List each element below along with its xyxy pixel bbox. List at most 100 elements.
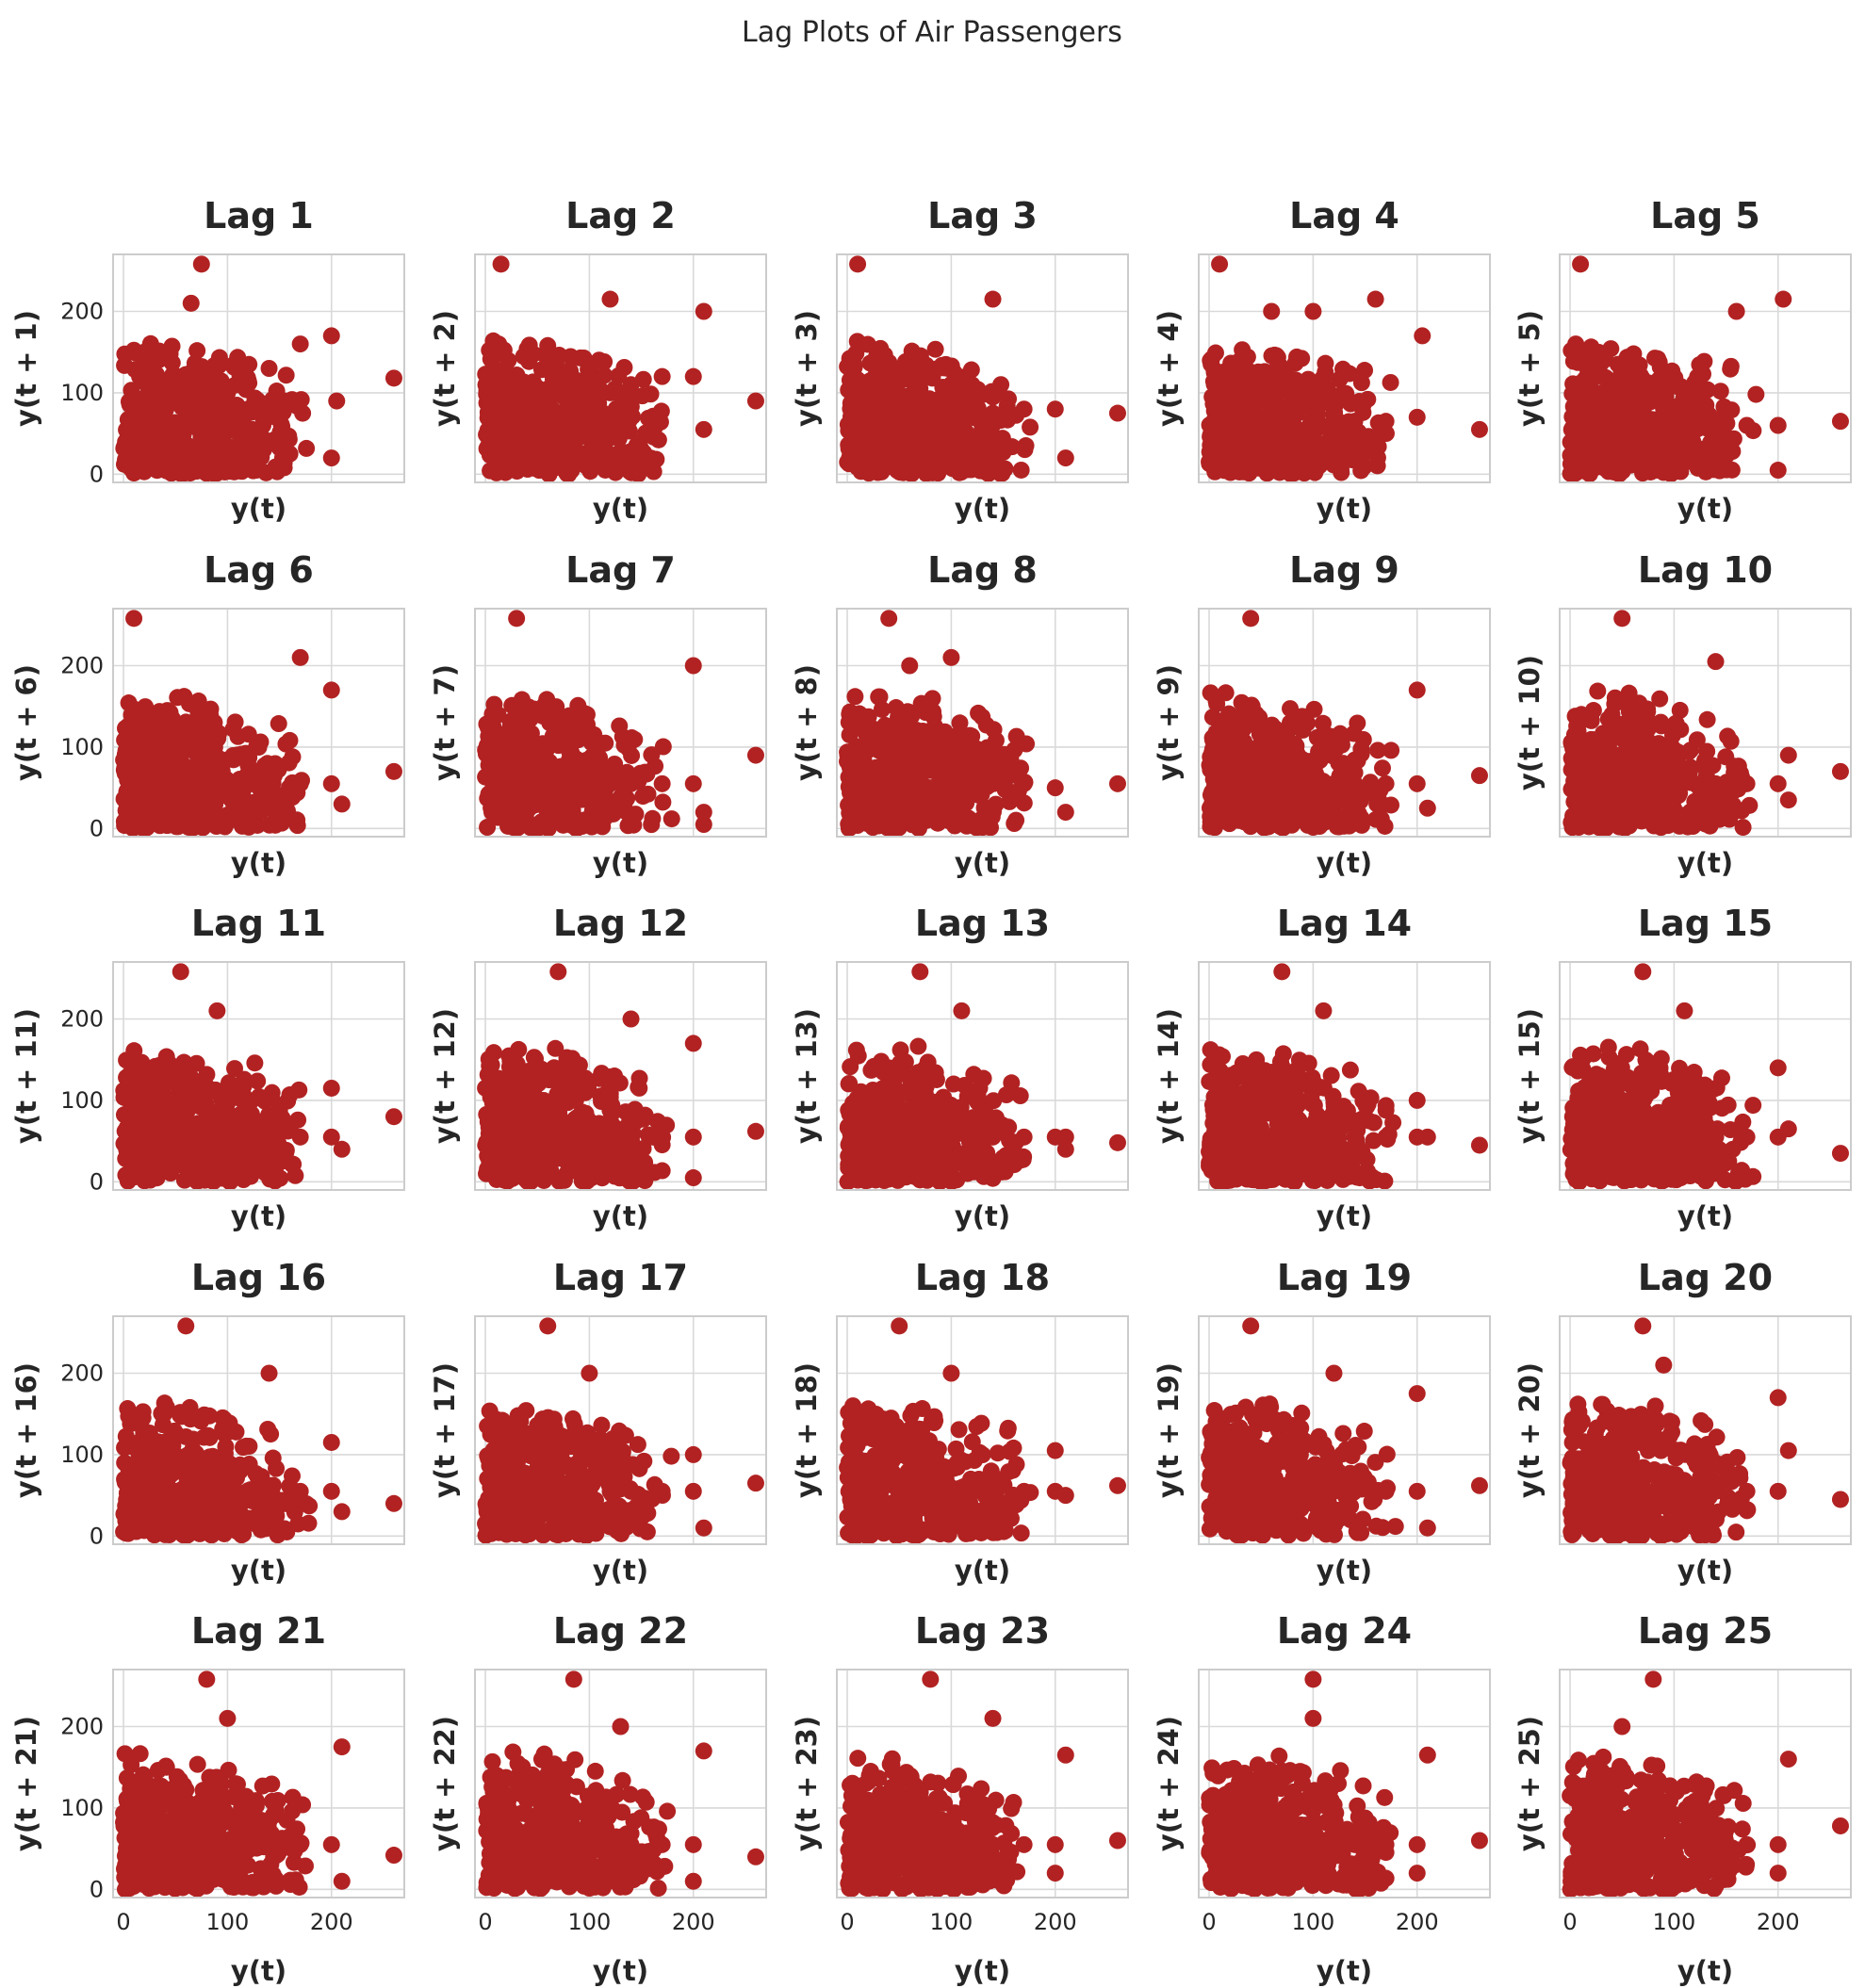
data-point xyxy=(1627,359,1644,377)
x-axis-label: y(t) xyxy=(231,847,286,879)
data-point xyxy=(1298,459,1316,477)
data-point xyxy=(508,367,526,384)
data-point xyxy=(539,779,557,797)
data-point xyxy=(942,812,960,830)
data-point xyxy=(573,405,591,423)
lag-subplot-9: Lag 9y(t)y(t + 9) xyxy=(1153,549,1491,879)
data-point xyxy=(547,1039,564,1057)
data-point xyxy=(984,462,1002,480)
data-point xyxy=(1016,441,1034,459)
data-point xyxy=(928,809,946,827)
data-point xyxy=(281,445,299,463)
data-point xyxy=(156,787,174,805)
scatter-points xyxy=(115,963,402,1190)
data-point xyxy=(957,817,975,835)
scatter-points xyxy=(1201,610,1488,837)
data-point xyxy=(942,774,960,792)
data-point xyxy=(1202,436,1219,454)
data-point xyxy=(1831,413,1849,431)
data-point xyxy=(1580,818,1598,836)
data-point xyxy=(839,753,857,771)
data-point xyxy=(219,774,237,792)
lag-subplot-7: Lag 7y(t)y(t + 7) xyxy=(429,549,767,879)
y-axis-label: y(t + 6) xyxy=(10,664,42,781)
subplot-title: Lag 4 xyxy=(1289,195,1399,236)
data-point xyxy=(1698,710,1716,728)
data-point xyxy=(1779,791,1797,809)
data-point xyxy=(322,327,340,345)
data-point xyxy=(746,746,764,764)
data-point xyxy=(177,416,195,434)
data-point xyxy=(1606,380,1624,398)
data-point xyxy=(209,817,227,835)
data-point xyxy=(1625,740,1643,758)
data-point xyxy=(171,460,188,478)
data-point xyxy=(1717,461,1735,479)
data-point xyxy=(1665,420,1683,438)
data-point xyxy=(526,460,544,478)
data-point xyxy=(1564,352,1582,370)
data-point xyxy=(477,376,495,394)
data-point xyxy=(1284,803,1301,821)
data-point xyxy=(192,255,210,273)
data-point xyxy=(1644,774,1662,792)
data-point xyxy=(125,1112,143,1130)
data-point xyxy=(1250,458,1268,476)
data-point xyxy=(1586,459,1604,477)
data-point xyxy=(518,787,536,805)
data-point xyxy=(630,433,648,451)
data-point xyxy=(1725,430,1742,448)
data-point xyxy=(505,449,523,467)
data-point xyxy=(1217,764,1235,782)
data-point xyxy=(968,740,986,758)
data-point xyxy=(1596,820,1614,837)
y-axis-label: y(t + 8) xyxy=(791,664,823,781)
data-point xyxy=(868,347,886,365)
data-point xyxy=(915,805,933,823)
data-point xyxy=(1281,714,1299,732)
axes-frame xyxy=(474,253,767,483)
scatter-points xyxy=(115,255,402,482)
data-point xyxy=(1612,365,1630,383)
data-point xyxy=(577,758,595,775)
data-point xyxy=(237,445,255,463)
data-point xyxy=(1315,368,1333,386)
data-point xyxy=(518,753,536,771)
data-point xyxy=(322,1128,340,1146)
data-point xyxy=(1212,399,1230,417)
data-point xyxy=(504,804,522,822)
axes-frame xyxy=(474,608,767,838)
data-point xyxy=(191,1098,209,1116)
data-point xyxy=(876,716,894,734)
data-point xyxy=(1369,741,1387,759)
data-point xyxy=(169,689,187,707)
data-point xyxy=(518,432,536,450)
scatter-points xyxy=(1201,255,1488,482)
lag-subplot-10: Lag 10y(t)y(t + 10) xyxy=(1513,549,1852,879)
data-point xyxy=(1317,354,1334,372)
lag-subplot-4: Lag 4y(t)y(t + 4) xyxy=(1153,195,1491,525)
y-axis-label: y(t + 9) xyxy=(1153,664,1185,781)
data-point xyxy=(1306,436,1324,454)
x-axis-label: y(t) xyxy=(955,493,1010,525)
data-point xyxy=(159,717,177,735)
data-point xyxy=(155,377,173,395)
data-point xyxy=(1263,779,1281,797)
data-point xyxy=(615,795,633,813)
data-point xyxy=(560,404,578,422)
data-point xyxy=(244,803,262,821)
data-point xyxy=(188,1171,206,1189)
data-point xyxy=(1377,774,1395,792)
subplot-title: Lag 9 xyxy=(1289,549,1399,591)
data-point xyxy=(260,1128,278,1146)
data-point xyxy=(1211,255,1229,273)
data-point xyxy=(1747,385,1765,403)
data-point xyxy=(1242,429,1260,447)
data-point xyxy=(970,704,988,722)
data-point xyxy=(903,393,921,411)
data-point xyxy=(987,731,1005,749)
data-point xyxy=(622,774,640,792)
data-point xyxy=(1304,416,1322,434)
